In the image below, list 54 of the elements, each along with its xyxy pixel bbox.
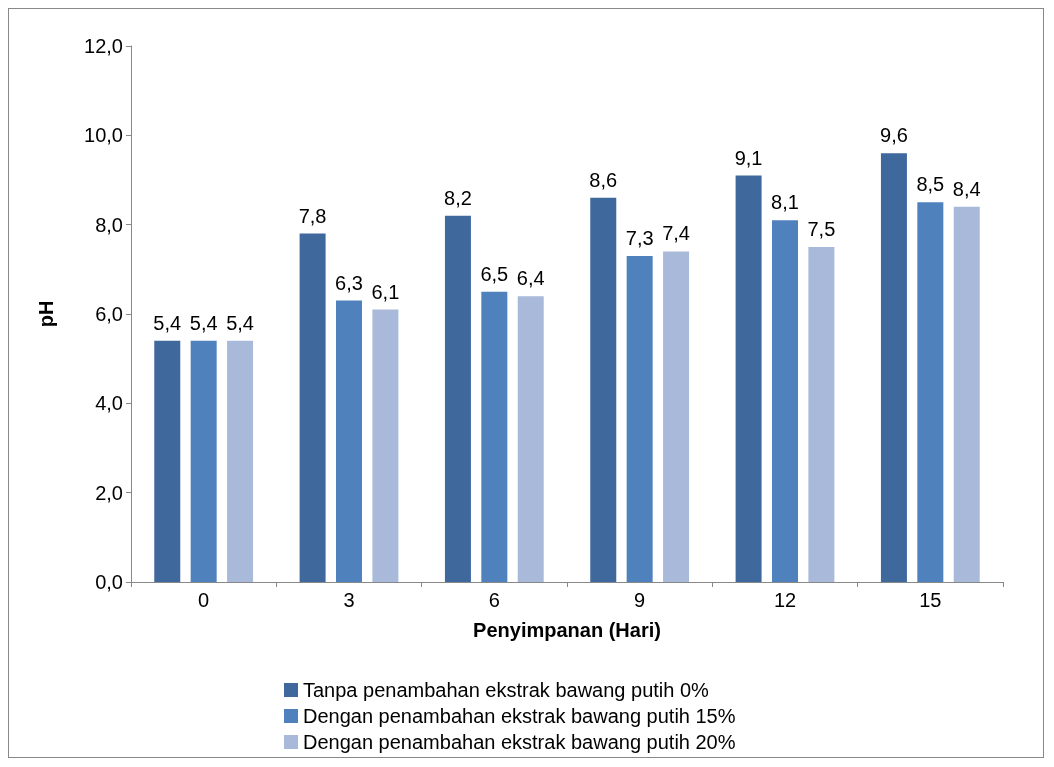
bar — [663, 251, 690, 582]
bar — [590, 197, 617, 582]
bar — [372, 309, 399, 582]
bar — [772, 220, 798, 582]
data-label: 7,8 — [298, 204, 327, 227]
data-label: 8,6 — [589, 168, 618, 191]
y-tick-label: 2,0 — [95, 481, 123, 504]
data-label: 6,1 — [371, 280, 400, 303]
bar — [299, 233, 326, 582]
x-axis-title: Penyimpanan (Hari) — [473, 619, 661, 641]
x-tick-label: 6 — [488, 589, 500, 611]
data-label: 8,1 — [771, 191, 799, 214]
y-tick-label: 10,0 — [84, 124, 123, 147]
x-tick-label: 15 — [919, 589, 942, 611]
bar — [517, 296, 544, 582]
data-label: 7,3 — [625, 226, 654, 249]
x-tick-label: 9 — [634, 589, 646, 611]
data-label: 9,6 — [880, 124, 908, 147]
y-tick-label: 8,0 — [95, 213, 123, 236]
bar — [735, 175, 762, 582]
bar — [336, 300, 362, 582]
bar — [481, 291, 508, 582]
data-label: 6,3 — [335, 271, 363, 294]
data-label: 6,4 — [516, 267, 545, 290]
data-label: 5,4 — [153, 311, 182, 334]
legend-label: Tanpa penambahan ekstrak bawang putih 0% — [303, 679, 710, 701]
y-axis-title: pH — [35, 300, 57, 328]
bar — [880, 153, 907, 582]
y-tick-label: 0,0 — [95, 571, 123, 593]
data-label: 8,5 — [916, 173, 945, 196]
data-label: 6,5 — [480, 262, 509, 285]
legend-label: Dengan penambahan ekstrak bawang putih 15% — [303, 705, 736, 727]
bar — [808, 247, 835, 582]
x-tick-label: 3 — [343, 589, 355, 611]
bar — [190, 340, 217, 582]
bar — [953, 206, 980, 582]
y-tick-label: 6,0 — [95, 303, 123, 325]
data-label: 9,1 — [734, 146, 763, 169]
y-tick-label: 4,0 — [95, 392, 123, 415]
data-label: 8,4 — [952, 177, 981, 200]
x-tick-label: 12 — [773, 589, 797, 611]
bar — [444, 215, 471, 582]
bar — [626, 255, 653, 582]
bar — [917, 202, 944, 582]
bar — [227, 340, 254, 582]
legend-label: Dengan penambahan ekstrak bawang putih 20% — [303, 731, 736, 753]
data-label: 7,5 — [807, 218, 836, 240]
data-label: 5,4 — [226, 311, 254, 334]
x-tick-label: 0 — [198, 589, 210, 611]
data-label: 5,4 — [189, 311, 218, 334]
data-label: 8,2 — [444, 186, 472, 209]
bar — [154, 340, 181, 582]
y-tick-label: 12,0 — [84, 35, 123, 57]
data-label: 7,4 — [662, 222, 690, 245]
